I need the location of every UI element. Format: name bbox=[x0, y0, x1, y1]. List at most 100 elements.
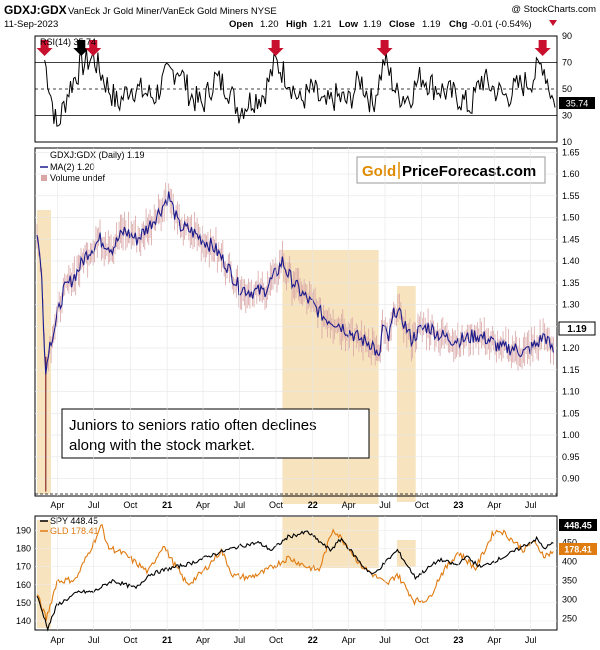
header-description: VanEck Jr Gold Miner/VanEck Gold Miners … bbox=[68, 6, 277, 17]
spy-series-line bbox=[36, 530, 554, 632]
price-x-tick-label: Apr bbox=[487, 500, 501, 510]
comparison-x-tick-label: Apr bbox=[196, 635, 210, 645]
spy-current-tag bbox=[559, 519, 597, 531]
rsi-arrow-markers bbox=[36, 40, 551, 56]
comparison-gridlines bbox=[35, 530, 557, 622]
price-x-tick-label: Jul bbox=[88, 500, 100, 510]
price-title: GDXJ:GDX (Daily) 1.19 bbox=[50, 150, 145, 160]
price-tick-label: 1.45 bbox=[562, 234, 580, 244]
price-current-tag bbox=[558, 321, 596, 336]
down-arrow-icon bbox=[534, 40, 551, 56]
price-x-tick-label: Apr bbox=[196, 500, 210, 510]
comparison-x-tick-label: Oct bbox=[269, 635, 284, 645]
comparison-x-tick-label: Jul bbox=[525, 635, 537, 645]
gld-tick-label: 150 bbox=[16, 598, 31, 608]
header-date: 11-Sep-2023 bbox=[4, 19, 58, 30]
rsi-series-line bbox=[44, 48, 556, 127]
volume-legend: Volume undef bbox=[50, 173, 106, 183]
comparison-x-tick-label: Jul bbox=[379, 635, 391, 645]
down-arrow-icon bbox=[85, 40, 102, 56]
price-x-axis: Apr Jul Oct 21 Apr Jul Oct 22 Apr Jul Oct 23 Apr Jul bbox=[50, 148, 536, 510]
price-x-tick-label: Oct bbox=[269, 500, 284, 510]
rsi-tick-label: 30 bbox=[562, 111, 572, 121]
comparison-x-tick-label: Oct bbox=[415, 635, 430, 645]
gld-tick-label: 190 bbox=[16, 525, 31, 535]
rsi-line bbox=[44, 48, 556, 127]
price-x-tick-label: 22 bbox=[308, 500, 318, 510]
price-gridlines bbox=[35, 152, 557, 479]
gld-line bbox=[36, 523, 554, 621]
annotation-line2: along with the stock market. bbox=[69, 437, 255, 454]
rsi-current-tag bbox=[559, 97, 595, 109]
comparison-x-tick-label: 23 bbox=[453, 635, 463, 645]
spy-tick-label: 450 bbox=[562, 538, 577, 548]
comparison-frame bbox=[34, 515, 558, 631]
comparison-x-tick-label: Oct bbox=[123, 635, 138, 645]
logo-text: PriceForecast.com bbox=[402, 163, 536, 180]
rsi-tick-label: 70 bbox=[562, 58, 572, 68]
price-tick-label: 1.65 bbox=[562, 147, 580, 157]
price-x-tick-label: Apr bbox=[50, 500, 64, 510]
price-highlight-range bbox=[396, 286, 416, 502]
rsi-tick-label: 90 bbox=[562, 31, 572, 41]
gld-current-tag bbox=[559, 543, 597, 555]
gld-legend: GLD 178.41 bbox=[50, 526, 99, 536]
comparison-highlight-range bbox=[396, 540, 416, 567]
price-tick-label: 1.50 bbox=[562, 213, 580, 223]
low-label: Low bbox=[339, 19, 359, 30]
down-arrow-icon bbox=[267, 40, 284, 56]
rsi-panel: 10 30 50 70 90 RSI(14) 35.74 35.74 bbox=[34, 31, 595, 147]
gld-tick-labels: 140 150 160 170 180 190 bbox=[16, 525, 31, 625]
volume-legend-swatch bbox=[41, 175, 47, 181]
annotation-box: Juniors to seniors ratio often declines … bbox=[61, 408, 370, 459]
price-x-tick-label: Jul bbox=[234, 500, 246, 510]
watermark: @ StockCharts.com bbox=[511, 4, 596, 15]
comparison-x-tick-label: Apr bbox=[342, 635, 356, 645]
price-tick-label: 0.95 bbox=[562, 452, 580, 462]
chg-label: Chg bbox=[449, 19, 468, 30]
close-label: Close bbox=[389, 19, 415, 30]
logo-gold: Gold bbox=[362, 163, 396, 180]
price-tick-label: 1.40 bbox=[562, 256, 580, 266]
rsi-tick-label: 10 bbox=[562, 137, 572, 147]
price-tick-label: 1.20 bbox=[562, 343, 580, 353]
price-ma-series bbox=[36, 191, 554, 375]
spy-tick-labels: 250 300 350 400 450 bbox=[562, 538, 577, 624]
price-x-tick-label: Jul bbox=[525, 500, 537, 510]
price-tick-label: 1.30 bbox=[562, 300, 580, 310]
header-symbol: GDXJ:GDX bbox=[4, 3, 67, 17]
comparison-x-tick-label: 22 bbox=[308, 635, 318, 645]
chg-value: -0.01 (-0.54%) bbox=[471, 19, 532, 30]
price-tick-label: 1.00 bbox=[562, 430, 580, 440]
comparison-x-tick-label: Apr bbox=[487, 635, 501, 645]
comparison-x-tick-label: Jul bbox=[234, 635, 246, 645]
price-tick-label: 1.15 bbox=[562, 365, 580, 375]
price-x-tick-label: Oct bbox=[123, 500, 138, 510]
price-tick-label: 1.60 bbox=[562, 169, 580, 179]
header-ohlc: Open 1.20 High 1.21 Low 1.19 Close 1.19 … bbox=[229, 19, 557, 30]
gld-series-line bbox=[36, 523, 554, 621]
logo: Gold PriceForecast.com bbox=[356, 156, 546, 184]
comparison-highlight-range bbox=[282, 517, 379, 568]
rsi-current-label: 35.74 bbox=[566, 99, 589, 109]
price-tick-labels: 0.900.951.001.051.101.151.201.251.301.35… bbox=[562, 147, 580, 483]
spy-current-label: 448.45 bbox=[564, 521, 592, 531]
rsi-gridlines bbox=[35, 62, 557, 116]
price-x-tick-label: 23 bbox=[453, 500, 463, 510]
price-tick-label: 1.10 bbox=[562, 387, 580, 397]
price-tick-label: 0.90 bbox=[562, 474, 580, 484]
comparison-x-axis: Apr Jul Oct 21 Apr Jul Oct 22 Apr Jul Oct 23 Apr Jul bbox=[50, 516, 536, 645]
rsi-title: RSI(14) 35.74 bbox=[40, 37, 96, 47]
price-panel: 0.900.951.001.051.101.151.201.251.301.35… bbox=[34, 147, 596, 497]
rsi-tick-label: 50 bbox=[562, 84, 572, 94]
spy-tick-label: 300 bbox=[562, 595, 577, 605]
annotation-line1: Juniors to seniors ratio often declines bbox=[69, 417, 317, 434]
comparison-x-tick-label: Apr bbox=[50, 635, 64, 645]
close-value: 1.19 bbox=[422, 19, 441, 30]
annotation-frame bbox=[61, 408, 370, 459]
price-x-tick-label: 21 bbox=[162, 500, 172, 510]
price-tick-label: 1.55 bbox=[562, 191, 580, 201]
gld-tick-label: 160 bbox=[16, 580, 31, 590]
price-tick-label: 1.35 bbox=[562, 278, 580, 288]
